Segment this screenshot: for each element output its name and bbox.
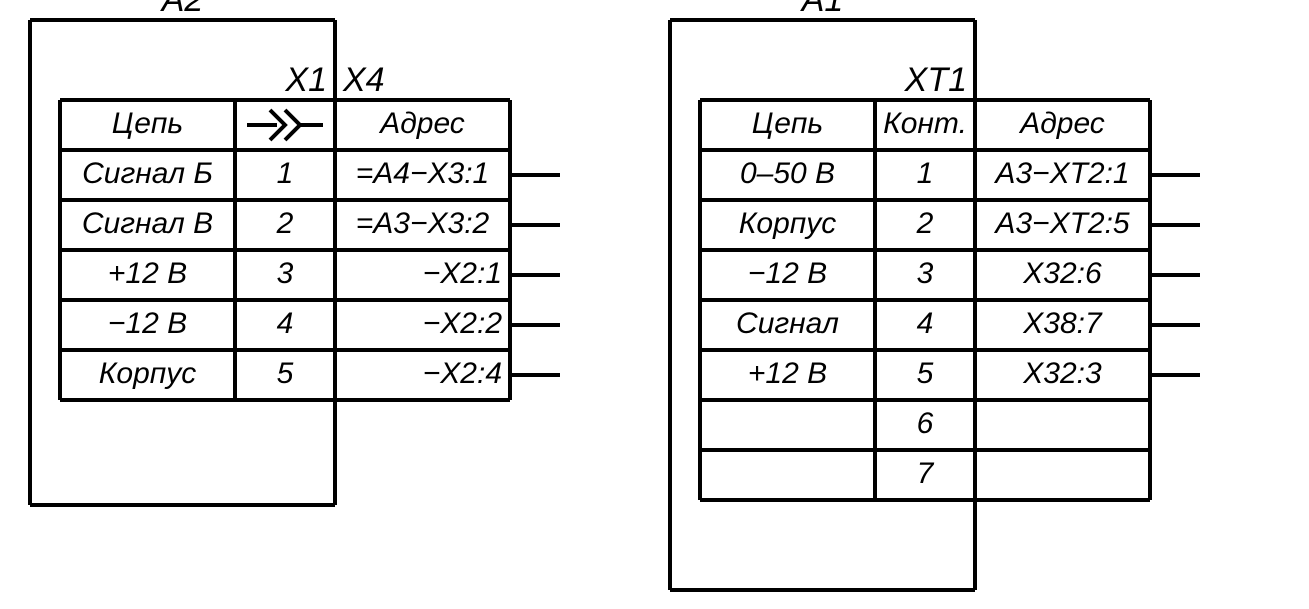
left-cell-chain-2: +12 В [108,257,187,290]
right-cell-address-3: X38:7 [1022,307,1103,340]
right-cell-pin-2: 3 [917,257,934,290]
left-header-chain: Цепь [112,107,183,140]
right-cell-pin-0: 1 [917,157,934,190]
left-cell-chain-1: Сигнал В [82,207,213,240]
right-cell-pin-4: 5 [917,357,934,390]
right-cell-pin-5: 6 [917,407,934,440]
left-cell-chain-3: −12 В [108,307,187,340]
diagram-canvas: Цепь Адрес Сигнал Б 1 =A4−X3:1 Сигнал В 2 =A3−X… [0,0,1309,609]
right-cell-address-2: X32:6 [1022,257,1102,290]
right-table: Цепь Конт. Адрес 0–50 В 1 A3−XT2:1 Корпус 2 A3−X… [700,100,1200,500]
right-cell-chain-4: +12 В [748,357,827,390]
left-cell-chain-0: Сигнал Б [82,157,213,190]
left-cell-pin-3: 4 [277,307,294,340]
right-cell-pin-3: 4 [917,307,934,340]
right-header-address: Адрес [1018,107,1105,140]
left-cell-address-0: =A4−X3:1 [356,157,489,190]
right-cell-address-4: X32:3 [1022,357,1102,390]
right-cell-chain-1: Корпус [739,207,837,240]
right-cell-chain-2: −12 В [748,257,827,290]
right-cell-chain-0: 0–50 В [740,157,835,190]
left-cell-address-3: −X2:2 [423,307,503,340]
left-header-address: Адрес [378,107,465,140]
right-header-chain: Цепь [752,107,823,140]
right-cell-address-0: A3−XT2:1 [993,157,1129,190]
left-cell-chain-4: Корпус [99,357,197,390]
right-box-title: A1 [800,0,844,19]
right-cell-address-1: A3−XT2:5 [993,207,1130,240]
connector-label-x1: X1 [284,61,327,99]
left-table: Цепь Адрес Сигнал Б 1 =A4−X3:1 Сигнал В 2 =A3−X… [60,100,560,400]
left-cell-address-4: −X2:4 [423,357,502,390]
left-cell-pin-2: 3 [277,257,294,290]
connector-arrow-icon [247,110,323,140]
right-header-pin: Конт. [883,107,967,140]
connector-label-xt1: XT1 [904,61,967,99]
connector-label-x4: X4 [342,61,385,99]
right-cell-chain-3: Сигнал [736,307,839,340]
right-cell-pin-1: 2 [916,207,934,240]
right-enclosure [670,20,975,590]
left-cell-pin-0: 1 [277,157,294,190]
left-cell-pin-4: 5 [277,357,294,390]
left-cell-address-2: −X2:1 [423,257,502,290]
left-box-title: A2 [160,0,204,19]
left-cell-address-1: =A3−X3:2 [356,207,490,240]
right-cell-pin-6: 7 [917,457,935,490]
left-cell-pin-1: 2 [276,207,294,240]
